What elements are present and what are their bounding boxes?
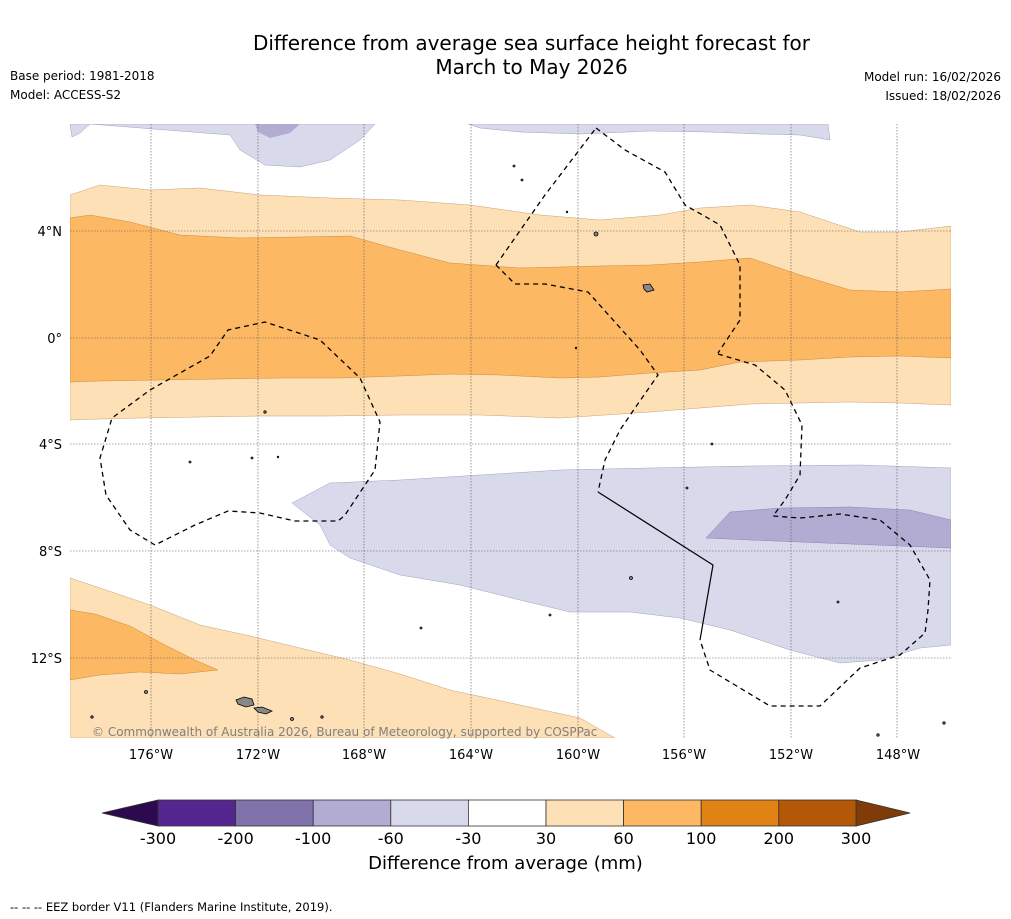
island-tokelau-1 (250, 456, 254, 460)
lon-label-172w: 172°W (236, 748, 280, 763)
contour-fields (70, 124, 951, 738)
island-teraina (565, 210, 569, 214)
island-southeast-1 (876, 733, 880, 737)
contour-neg30-60-south (291, 464, 951, 664)
island-flint (836, 600, 840, 604)
cbar-label-60: 60 (613, 829, 633, 848)
lat-label-12s: 12°S (31, 652, 62, 667)
eez-kiribati-line-west (495, 264, 659, 493)
lon-label-176w: 176°W (129, 748, 173, 763)
gridlines (70, 124, 951, 738)
lon-label-164w: 164°W (449, 748, 493, 763)
island-kiritimati (642, 283, 655, 293)
island-suwarrow (419, 626, 423, 630)
colorbar-swatch-2 (235, 799, 314, 827)
colorbar (101, 799, 911, 827)
cbar-label-neg60: -60 (378, 829, 404, 848)
island-jarvis (574, 346, 578, 350)
island-tokelau-2 (188, 460, 192, 464)
island-kanton (263, 410, 267, 414)
model-run-date: Model run: 16/02/2026 (863, 70, 1001, 84)
colorbar-extend-high (855, 799, 911, 827)
island-upolu (253, 706, 273, 715)
colorbar-swatch-8 (700, 799, 780, 827)
title-line-1: Difference from average sea surface heig… (252, 31, 811, 55)
colorbar-swatch-3 (312, 799, 392, 827)
copyright-notice: © Commonwealth of Australia 2026, Bureau… (92, 725, 597, 739)
contour-60-100-north (70, 214, 951, 383)
colorbar-swatch-5 (467, 799, 547, 827)
eez-kiribati-line-south (699, 353, 931, 707)
base-period: Base period: 1981-2018 (10, 69, 155, 83)
eez-footnote: -- -- -- EEZ border V11 (Flanders Marine… (10, 900, 333, 914)
cbar-label-neg300: -300 (140, 829, 176, 848)
contour-neg60-100-south (705, 506, 951, 549)
lat-labels: 4°N 0° 4°S 8°S 12°S (31, 225, 62, 667)
eez-kiribati-line-mid (495, 127, 597, 266)
colorbar-extend-low (101, 799, 159, 827)
island-starbuck (685, 486, 689, 490)
cbar-label-300: 300 (841, 829, 872, 848)
lon-label-148w: 148°W (876, 748, 920, 763)
cbar-label-30: 30 (536, 829, 556, 848)
islands (90, 164, 946, 737)
cbar-label-200: 200 (764, 829, 795, 848)
island-swains (320, 715, 324, 719)
eez-boundary-solid (597, 491, 714, 641)
title-line-2: March to May 2026 (435, 55, 628, 79)
island-tabuaeran (593, 231, 599, 237)
cbar-label-100: 100 (686, 829, 717, 848)
lon-label-168w: 168°W (342, 748, 386, 763)
island-malden (710, 442, 714, 446)
lon-label-156w: 156°W (662, 748, 706, 763)
island-pukapuka (548, 613, 552, 617)
cbar-label-neg100: -100 (295, 829, 331, 848)
island-tau (144, 690, 148, 694)
island-nassau (90, 715, 94, 719)
lon-label-160w: 160°W (556, 748, 600, 763)
contour-30-60-southwest (70, 577, 616, 738)
lat-label-8s: 8°S (39, 545, 62, 560)
colorbar-labels: -300 -200 -100 -60 -30 30 60 100 200 300 (140, 829, 871, 848)
lon-label-152w: 152°W (769, 748, 813, 763)
map-title: Difference from average sea surface heig… (0, 31, 1011, 79)
contour-neg30-60-top-right (467, 124, 831, 141)
colorbar-swatch-1 (157, 799, 236, 827)
colorbar-swatch-9 (778, 799, 857, 827)
island-tutuila (290, 717, 294, 721)
island-southeast-2 (942, 721, 946, 725)
lat-label-4s: 4°S (39, 438, 62, 453)
contour-60-100-southwest (70, 609, 219, 681)
cbar-label-neg200: -200 (217, 829, 253, 848)
model-name: Model: ACCESS-S2 (10, 88, 122, 102)
island-savaii (235, 696, 255, 708)
eez-borders (99, 127, 931, 707)
island-penrhyn (629, 576, 633, 580)
lat-label-0: 0° (47, 332, 62, 347)
lat-label-4n: 4°N (38, 225, 63, 240)
contour-neg30-60-top-left (70, 124, 376, 168)
cbar-label-neg30: -30 (455, 829, 481, 848)
issued-date: Issued: 18/02/2026 (885, 89, 1001, 103)
colorbar-swatch-6 (545, 799, 624, 827)
contour-neg60-100-top (255, 124, 300, 138)
lon-labels: 176°W 172°W 168°W 164°W 160°W 156°W 152°… (129, 748, 920, 763)
island-palmyra (512, 164, 516, 168)
island-tokelau-3 (276, 455, 280, 459)
colorbar-swatch-4 (390, 799, 469, 827)
colorbar-units-label: Difference from average (mm) (368, 853, 643, 874)
colorbar-swatch-7 (623, 799, 702, 827)
island-kingman (520, 178, 524, 182)
